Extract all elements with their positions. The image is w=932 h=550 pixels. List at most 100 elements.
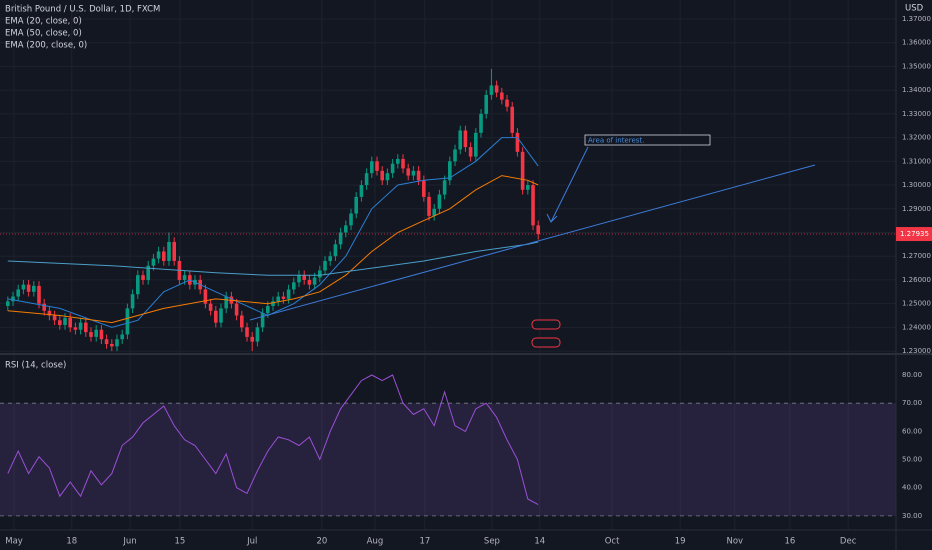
trend-line [249, 164, 816, 321]
rsi-line [7, 374, 539, 506]
candle-body [354, 196, 359, 214]
candle-body [84, 322, 88, 333]
y-tick-label: 1.33000 [902, 110, 931, 118]
candle-body [505, 99, 509, 107]
candle-body [468, 147, 473, 157]
y-tick-label: 60.00 [902, 427, 922, 435]
candle-body [203, 289, 208, 304]
candle-body [52, 315, 57, 321]
x-tick-label: 17 [419, 537, 430, 547]
candle-body [240, 315, 244, 328]
y-tick-label: 70.00 [902, 399, 922, 407]
candle-body [484, 94, 489, 114]
candle-body [453, 149, 457, 162]
y-tick-label: 1.32000 [902, 134, 931, 142]
candle-body [78, 322, 83, 330]
candle-body [401, 158, 405, 169]
candle-body [21, 284, 26, 290]
currency: USD [905, 4, 924, 14]
x-tick-label: May [5, 537, 23, 547]
candle-body [99, 329, 104, 340]
candle-body [245, 327, 249, 337]
y-tick-label: 80.00 [902, 371, 922, 379]
candle-body [333, 244, 338, 257]
x-tick-label: 19 [675, 537, 686, 547]
candle-body [32, 285, 36, 292]
candle-body [16, 289, 21, 297]
candle-body [370, 161, 374, 174]
candle-body [224, 296, 229, 309]
candle-body [89, 332, 93, 337]
grid [0, 0, 896, 530]
annotation: Area of interest. [588, 137, 644, 145]
rsi-title: RSI (14, close) [5, 361, 66, 371]
candle-body [141, 275, 145, 280]
candle-body [110, 343, 114, 347]
candle-body [255, 327, 260, 342]
candle-body [214, 310, 218, 323]
candle-body [489, 85, 494, 95]
candle-body [115, 339, 119, 347]
candle-body [208, 303, 213, 311]
ema-line [7, 241, 539, 276]
candle-body [494, 85, 499, 93]
arrow-head [546, 213, 558, 223]
candle-body [323, 260, 327, 271]
candle-body [307, 279, 312, 285]
candle-body [6, 301, 10, 307]
candle-body [162, 251, 166, 261]
legend-entry: EMA (200, close, 0) [5, 41, 87, 51]
candle-body [281, 296, 286, 299]
candle-body [47, 310, 52, 316]
candle-body [266, 306, 270, 314]
candle-body [146, 265, 151, 280]
annotation-box [584, 134, 711, 146]
candle-body [375, 161, 379, 171]
candle-body [151, 258, 156, 266]
candle-body [422, 180, 426, 197]
candle-body [156, 251, 161, 259]
x-tick-label: Sep [484, 537, 500, 547]
candle-body [250, 336, 255, 342]
x-tick-label: 16 [785, 537, 796, 547]
marks [0, 68, 896, 517]
y-tick-label: 1.27000 [902, 252, 931, 260]
candle-body [380, 170, 385, 181]
candle-body [520, 151, 525, 190]
y-tick-label: 30.00 [902, 512, 922, 520]
candle-body [42, 303, 47, 311]
candle-body [11, 296, 15, 302]
candle-body [234, 303, 239, 316]
x-tick-label: 15 [175, 537, 186, 547]
x-tick-label: 14 [534, 537, 545, 547]
candle-body [344, 225, 348, 233]
price-badge [896, 227, 932, 242]
candle-body [416, 170, 421, 181]
x-tick-label: 20 [316, 537, 327, 547]
candle-body [463, 130, 468, 148]
candle-body [349, 213, 353, 226]
candle-body [172, 241, 177, 261]
candle-body [73, 327, 78, 330]
candle-body [63, 317, 67, 326]
candle-body [531, 185, 535, 226]
y-tick-label: 1.34000 [902, 86, 931, 94]
x-tick-label: Nov [726, 537, 743, 547]
candle-body [385, 173, 390, 181]
legend-entry: EMA (20, close, 0) [5, 17, 82, 27]
rsi-band [0, 403, 896, 516]
candle-body [411, 170, 416, 176]
candle-body [120, 334, 125, 340]
candle-body [364, 173, 369, 186]
candle-body [312, 277, 317, 285]
y-tick-label: 1.23000 [902, 347, 931, 355]
candle-body [536, 225, 541, 235]
candle-body [437, 194, 442, 209]
y-tick-label: 40.00 [902, 484, 922, 492]
badge [531, 337, 561, 348]
candle-body [104, 339, 109, 344]
candle-body [500, 92, 504, 100]
y-tick-label: 1.26000 [902, 276, 931, 284]
candle-body [510, 106, 515, 133]
